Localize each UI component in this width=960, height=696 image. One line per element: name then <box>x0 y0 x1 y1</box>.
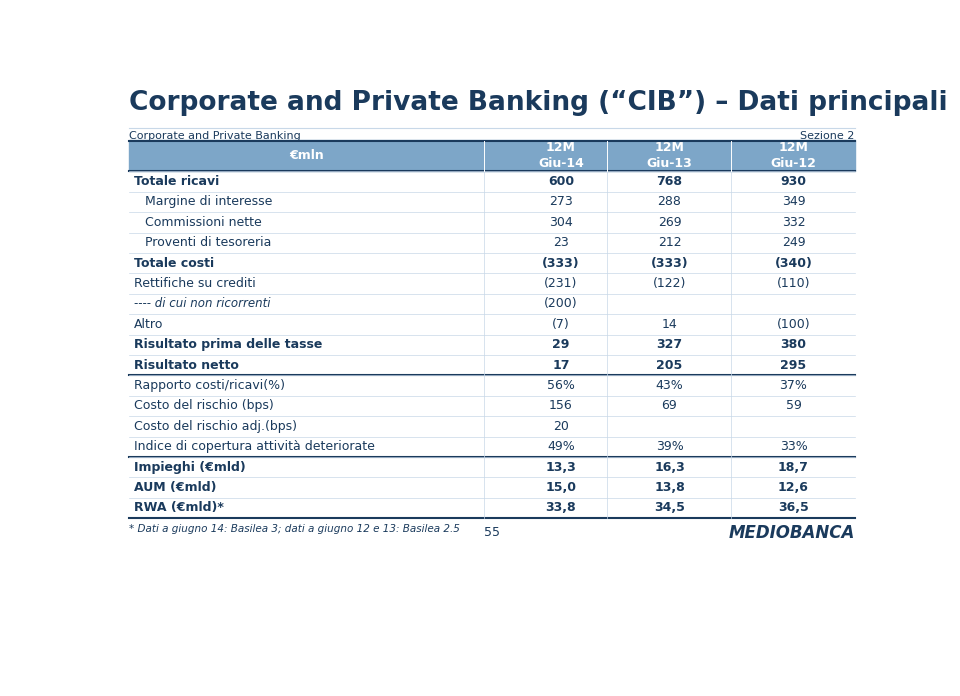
Text: 59: 59 <box>785 400 802 413</box>
Text: 13,3: 13,3 <box>545 461 576 474</box>
Text: 288: 288 <box>658 196 682 208</box>
Text: 205: 205 <box>657 358 683 372</box>
Bar <box>130 141 854 171</box>
Text: 55: 55 <box>484 526 500 539</box>
Text: AUM (€mld): AUM (€mld) <box>134 481 216 494</box>
Text: Totale ricavi: Totale ricavi <box>134 175 219 188</box>
Text: 23: 23 <box>553 236 569 249</box>
Text: 37%: 37% <box>780 379 807 392</box>
Text: 29: 29 <box>552 338 569 351</box>
Text: Sezione 2: Sezione 2 <box>801 132 854 141</box>
Text: 212: 212 <box>658 236 682 249</box>
Text: 13,8: 13,8 <box>654 481 684 494</box>
Text: MEDIOBANCA: MEDIOBANCA <box>729 524 854 542</box>
Text: Margine di interesse: Margine di interesse <box>145 196 273 208</box>
Text: 600: 600 <box>548 175 574 188</box>
Text: Costo del rischio (bps): Costo del rischio (bps) <box>134 400 274 413</box>
Text: 768: 768 <box>657 175 683 188</box>
Text: 12M
Giu-13: 12M Giu-13 <box>647 141 692 171</box>
Text: 156: 156 <box>549 400 573 413</box>
Text: 39%: 39% <box>656 441 684 453</box>
Text: 33,8: 33,8 <box>545 502 576 514</box>
Text: 930: 930 <box>780 175 806 188</box>
Text: 273: 273 <box>549 196 573 208</box>
Text: (122): (122) <box>653 277 686 290</box>
Text: 15,0: 15,0 <box>545 481 576 494</box>
Text: 249: 249 <box>781 236 805 249</box>
Text: (110): (110) <box>777 277 810 290</box>
Text: ---- di cui non ricorrenti: ---- di cui non ricorrenti <box>134 297 271 310</box>
Text: 33%: 33% <box>780 441 807 453</box>
Text: RWA (€mld)*: RWA (€mld)* <box>134 502 224 514</box>
Text: 295: 295 <box>780 358 806 372</box>
Text: 12M
Giu-12: 12M Giu-12 <box>771 141 816 171</box>
Text: (7): (7) <box>552 318 570 331</box>
Text: 327: 327 <box>657 338 683 351</box>
Text: 69: 69 <box>661 400 678 413</box>
Text: 269: 269 <box>658 216 682 229</box>
Text: 349: 349 <box>781 196 805 208</box>
Text: Impieghi (€mld): Impieghi (€mld) <box>134 461 246 474</box>
Text: Proventi di tesoreria: Proventi di tesoreria <box>145 236 271 249</box>
Text: (231): (231) <box>544 277 578 290</box>
Text: 380: 380 <box>780 338 806 351</box>
Text: Totale costi: Totale costi <box>134 257 214 269</box>
Text: Corporate and Private Banking: Corporate and Private Banking <box>130 132 301 141</box>
Text: Risultato netto: Risultato netto <box>134 358 239 372</box>
Text: Corporate and Private Banking (“CIB”) – Dati principali: Corporate and Private Banking (“CIB”) – … <box>130 90 948 116</box>
Text: 14: 14 <box>661 318 678 331</box>
Text: Risultato prima delle tasse: Risultato prima delle tasse <box>134 338 323 351</box>
Text: Commissioni nette: Commissioni nette <box>145 216 261 229</box>
Text: 16,3: 16,3 <box>654 461 684 474</box>
Text: * Dati a giugno 14: Basilea 3; dati a giugno 12 e 13: Basilea 2.5: * Dati a giugno 14: Basilea 3; dati a gi… <box>130 524 460 535</box>
Text: 20: 20 <box>553 420 569 433</box>
Text: 17: 17 <box>552 358 569 372</box>
Text: Costo del rischio adj.(bps): Costo del rischio adj.(bps) <box>134 420 297 433</box>
Text: 49%: 49% <box>547 441 575 453</box>
Text: Rapporto costi/ricavi(%): Rapporto costi/ricavi(%) <box>134 379 285 392</box>
Text: 12M
Giu-14: 12M Giu-14 <box>538 141 584 171</box>
Text: 304: 304 <box>549 216 573 229</box>
Text: (340): (340) <box>775 257 812 269</box>
Text: (100): (100) <box>777 318 810 331</box>
Text: 332: 332 <box>781 216 805 229</box>
Text: (200): (200) <box>544 297 578 310</box>
Text: Indice di copertura attività deteriorate: Indice di copertura attività deteriorate <box>134 441 374 453</box>
Text: 56%: 56% <box>547 379 575 392</box>
Text: Rettifiche su crediti: Rettifiche su crediti <box>134 277 255 290</box>
Text: 12,6: 12,6 <box>778 481 809 494</box>
Text: 34,5: 34,5 <box>654 502 684 514</box>
Text: (333): (333) <box>651 257 688 269</box>
Text: Altro: Altro <box>134 318 163 331</box>
Text: (333): (333) <box>542 257 580 269</box>
Text: 43%: 43% <box>656 379 684 392</box>
Text: 18,7: 18,7 <box>778 461 809 474</box>
Text: €mln: €mln <box>289 150 324 162</box>
Text: 36,5: 36,5 <box>779 502 809 514</box>
